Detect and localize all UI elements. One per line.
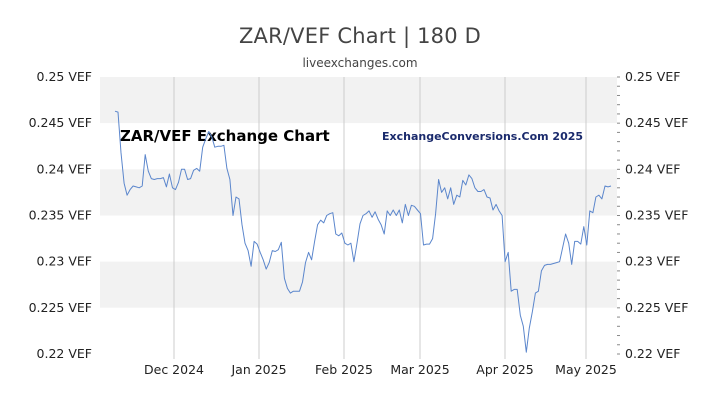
- y-tick-label-left: 0.25 VEF: [37, 69, 92, 84]
- x-axis-labels: Dec 2024 Jan 2025 Feb 2025 Mar 2025 Apr 2025…: [144, 362, 617, 377]
- y-tick-label-left: 0.245 VEF: [29, 115, 92, 130]
- right-minor-ticks: [617, 76, 620, 355]
- x-tick-label: Mar 2025: [390, 362, 449, 377]
- series-line: [114, 110, 612, 353]
- band: [100, 169, 617, 216]
- band: [100, 307, 617, 354]
- x-tick-label: May 2025: [555, 362, 617, 377]
- y-tick-label-left: 0.23 VEF: [37, 254, 92, 269]
- watermark-left: ZAR/VEF Exchange Chart: [120, 127, 330, 145]
- y-tick-label-right: 0.225 VEF: [625, 300, 688, 315]
- vertical-gridlines: [173, 77, 587, 359]
- y-tick-label-left: 0.24 VEF: [37, 161, 92, 176]
- y-axis-right-labels: 0.25 VEF 0.245 VEF 0.24 VEF 0.235 VEF 0.23 V…: [625, 69, 688, 361]
- x-tick-label: Feb 2025: [315, 362, 373, 377]
- y-tick-label-right: 0.23 VEF: [625, 254, 680, 269]
- chart-subtitle: liveexchanges.com: [302, 56, 418, 70]
- y-tick-label-left: 0.235 VEF: [29, 208, 92, 223]
- y-tick-label-right: 0.235 VEF: [625, 208, 688, 223]
- x-tick-label: Jan 2025: [230, 362, 286, 377]
- y-tick-label-left: 0.225 VEF: [29, 300, 92, 315]
- x-tick-label: Dec 2024: [144, 362, 204, 377]
- y-axis-left-labels: 0.25 VEF 0.245 VEF 0.24 VEF 0.235 VEF 0.23 V…: [29, 69, 92, 361]
- band: [100, 215, 617, 262]
- y-tick-label-right: 0.22 VEF: [625, 346, 680, 361]
- series-group: [114, 110, 612, 353]
- watermark-right: ExchangeConversions.Com 2025: [382, 130, 583, 143]
- band: [100, 77, 617, 124]
- chart-title: ZAR/VEF Chart | 180 D: [238, 24, 482, 48]
- y-tick-label-right: 0.245 VEF: [625, 115, 688, 130]
- band: [100, 261, 617, 308]
- background-bands: [100, 77, 617, 354]
- band: [100, 123, 617, 170]
- y-tick-label-right: 0.24 VEF: [625, 161, 680, 176]
- x-tick-label: Apr 2025: [476, 362, 533, 377]
- y-tick-label-right: 0.25 VEF: [625, 69, 680, 84]
- y-tick-label-left: 0.22 VEF: [37, 346, 92, 361]
